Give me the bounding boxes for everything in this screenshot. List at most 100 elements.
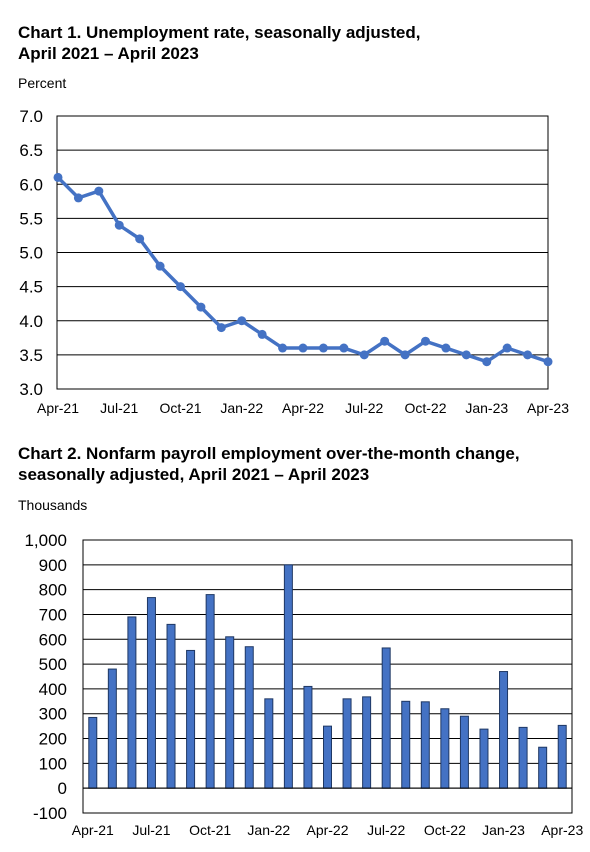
- chart2-bar: [459, 715, 469, 789]
- chart2-bar: [499, 671, 509, 789]
- chart1-x-tick-label: Jul-22: [345, 400, 383, 416]
- chart1-x-tick-label: Oct-21: [159, 400, 201, 416]
- chart2-unit-label: Thousands: [18, 497, 88, 513]
- chart1-title-line2: April 2021 – April 2023: [18, 44, 199, 63]
- chart1-data-point: [380, 336, 390, 346]
- chart2-bar: [166, 623, 176, 789]
- chart1-data-point: [359, 350, 369, 360]
- chart1-data-point: [155, 261, 165, 271]
- chart2-bar: [186, 649, 196, 789]
- chart2-bar: [401, 700, 411, 789]
- chart1-data-point: [216, 323, 226, 333]
- chart2-bar: [107, 668, 117, 789]
- chart2-x-tick-label: Jul-21: [132, 822, 170, 838]
- chart1-data-point: [441, 343, 451, 353]
- chart1-data-point: [502, 343, 512, 353]
- chart2-y-tick-label: 200: [39, 730, 67, 749]
- chart1-y-tick-label: 4.0: [19, 312, 43, 331]
- chart1-data-point: [421, 336, 430, 346]
- chart2-x-tick-label: Oct-22: [424, 822, 466, 838]
- chart1-plot-frame: [56, 115, 549, 390]
- chart1-data-point: [278, 343, 288, 353]
- chart2-bar: [88, 716, 98, 789]
- chart1-data-point: [196, 302, 206, 312]
- chart1-title: Chart 1. Unemployment rate, seasonally a…: [18, 22, 420, 64]
- chart1-x-tick-label: Apr-22: [282, 400, 324, 416]
- chart1-unit-label: Percent: [18, 75, 67, 91]
- chart2-bar: [362, 696, 372, 789]
- chart1-data-point: [135, 234, 145, 244]
- chart1-data-point: [461, 350, 471, 360]
- chart1-data-point: [53, 172, 63, 182]
- chart1-data-point: [339, 343, 349, 353]
- chart2-y-tick-label: 800: [39, 581, 67, 600]
- chart2-y-tick-label: 1,000: [24, 531, 67, 550]
- chart1-data-point: [298, 343, 308, 353]
- chart1-y-tick-label: 7.0: [19, 107, 43, 126]
- chart1-x-tick-label: Apr-23: [527, 400, 569, 416]
- chart1-data-point: [114, 220, 124, 230]
- chart1-data-point: [237, 316, 247, 326]
- chart2-bar: [323, 725, 332, 789]
- chart2-bar: [518, 726, 528, 789]
- chart2-y-tick-label: 300: [39, 705, 67, 724]
- chart2-title-line2: seasonally adjusted, April 2021 – April …: [18, 465, 370, 484]
- chart1-data-point: [176, 282, 185, 292]
- chart1-title-line1: Chart 1. Unemployment rate, seasonally a…: [18, 23, 421, 42]
- chart2-x-tick-label: Jan-23: [482, 822, 525, 838]
- chart2-y-tick-label: 0: [58, 779, 67, 798]
- chart1-data-point: [543, 357, 553, 367]
- chart2-x-tick-label: Apr-23: [541, 822, 583, 838]
- chart2-y-tick-label: 400: [39, 680, 67, 699]
- chart1-y-tick-label: 3.0: [19, 380, 43, 399]
- chart2-y-tick-label: 600: [39, 630, 67, 649]
- chart2-bar: [225, 636, 235, 789]
- chart2-bar: [479, 728, 489, 789]
- chart1-y-tick-label: 6.0: [19, 175, 43, 194]
- chart2-title: Chart 2. Nonfarm payroll employment over…: [18, 443, 520, 485]
- chart2-bar: [420, 701, 430, 789]
- chart2-plot-frame: [82, 539, 573, 814]
- chart1-data-point: [318, 343, 328, 353]
- chart2-y-tick-label: 500: [39, 655, 67, 674]
- chart1-y-tick-label: 4.5: [19, 278, 43, 297]
- chart1-y-tick-label: 5.5: [19, 209, 43, 228]
- chart1-data-point: [94, 186, 104, 196]
- chart1-x-tick-label: Jan-23: [465, 400, 508, 416]
- chart2-bar: [342, 698, 352, 789]
- chart2-bar: [381, 647, 391, 789]
- chart2-bar: [440, 708, 450, 789]
- chart1-data-point: [400, 350, 410, 360]
- chart2-x-tick-label: Jul-22: [367, 822, 405, 838]
- chart2-bar: [538, 746, 548, 789]
- chart1-y-tick-label: 3.5: [19, 346, 43, 365]
- chart2-bar: [557, 724, 567, 789]
- chart2-bar: [303, 685, 313, 789]
- chart2-title-line1: Chart 2. Nonfarm payroll employment over…: [18, 444, 520, 463]
- chart2-y-tick-label: -100: [33, 804, 67, 823]
- chart2-bar: [127, 616, 137, 789]
- chart2-x-tick-label: Apr-22: [306, 822, 348, 838]
- chart2-y-tick-label: 900: [39, 556, 67, 575]
- chart1-data-point: [523, 350, 533, 360]
- chart1-data-point: [73, 193, 83, 203]
- chart2-bar: [146, 597, 156, 789]
- chart1-x-tick-label: Jan-22: [220, 400, 263, 416]
- chart1-data-point: [482, 357, 492, 367]
- chart1-data-point: [257, 329, 267, 339]
- chart2-bar: [264, 698, 274, 789]
- chart2-y-tick-label: 100: [39, 754, 67, 773]
- chart1-x-tick-label: Jul-21: [100, 400, 138, 416]
- chart2-bar: [205, 594, 215, 789]
- chart2-x-tick-label: Oct-21: [189, 822, 231, 838]
- chart1-y-tick-label: 6.5: [19, 141, 43, 160]
- chart1-x-tick-label: Oct-22: [404, 400, 446, 416]
- chart2-x-tick-label: Jan-22: [247, 822, 290, 838]
- chart2-y-tick-label: 700: [39, 605, 67, 624]
- chart1-x-tick-label: Apr-21: [37, 400, 79, 416]
- chart2-bar: [283, 564, 293, 789]
- chart2-x-tick-label: Apr-21: [72, 822, 114, 838]
- chart2-bar: [244, 646, 254, 789]
- chart1-y-tick-label: 5.0: [19, 244, 43, 263]
